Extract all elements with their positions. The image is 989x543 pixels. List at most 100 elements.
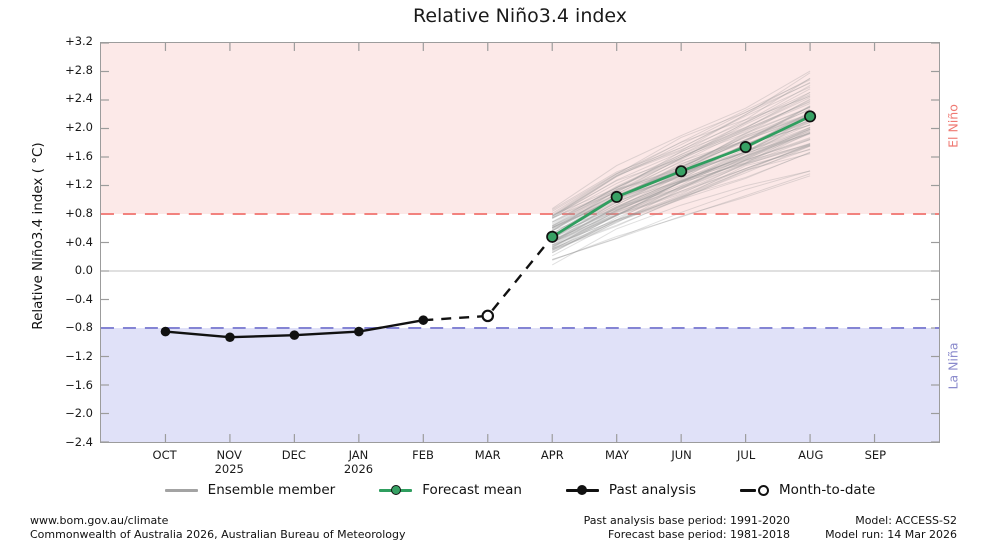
ensemble-member-line [551,99,811,226]
legend-item-month-to-date: Month-to-date [740,482,875,498]
ensemble-member-line [551,70,811,210]
ensemble-member-line [551,143,811,254]
ensemble-member-line [551,93,811,227]
ensemble-member-line [551,100,811,225]
ensemble-member-line [551,144,811,251]
x-tick-year-label: 2026 [343,462,374,476]
y-tick-label: +2.0 [65,119,93,134]
ensemble-member-line [552,145,811,250]
el-nino-band-label: El Niño [945,104,961,148]
past-analysis-base-period: Past analysis base period: 1991-2020 [583,514,790,527]
ensemble-member-line [552,144,811,247]
month-to-date-swatch-icon [740,484,769,496]
forecast-base-period: Forecast base period: 1981-2018 [608,527,790,541]
ensemble-member-line [551,72,811,211]
ensemble-member-line [552,144,811,251]
ensemble-member-line [551,84,811,214]
x-tick-label: FEB [412,448,434,462]
ensemble-member-line [552,173,811,261]
y-tick-label: 0.0 [74,263,93,278]
ensemble-member-line [551,82,811,218]
ensemble-member-line [552,121,811,231]
ensemble-member-line [552,133,811,248]
ensemble-member-line [551,79,811,217]
y-tick-label: −1.6 [65,377,93,392]
ensemble-member-line [552,127,811,242]
x-tick-label: MAY [604,448,629,462]
past-analysis-point [354,326,364,337]
x-tick-label: SEP [864,448,887,462]
ensemble-member-line [551,127,811,244]
ensemble-member-line [551,96,811,223]
model-name: Model: ACCESS-S2 [855,514,957,527]
y-tick-label: +3.2 [65,34,93,48]
legend-item-ensemble: Ensemble member [164,482,336,498]
ensemble-member-line [551,81,811,217]
ensemble-member-line [552,131,811,244]
ensemble-member-line [551,86,811,219]
footer-attribution: www.bom.gov.au/climate Commonwealth of A… [30,514,405,541]
x-tick-label: AUG [798,448,824,462]
y-tick-label: −2.0 [65,406,93,421]
past-analysis-point [418,315,429,325]
ensemble-member-line [552,145,811,248]
forecast-mean-point [546,230,559,243]
y-tick-label: +1.6 [65,148,93,163]
y-tick-label: −0.8 [65,320,93,335]
ensemble-member-line [552,151,811,250]
y-tick-label: −2.4 [65,435,93,449]
la-nina-band [101,328,939,442]
y-tick-label: −1.2 [65,349,93,364]
ensemble-member-line [551,139,811,241]
past-analysis-point [289,330,300,340]
forecast-mean-point [804,110,817,123]
forecast-mean-point [675,165,688,178]
x-tick-label: JAN [348,448,369,462]
ensemble-member-line [552,119,811,236]
ensemble-member-line [551,78,811,216]
ensemble-member-line [552,170,811,260]
ensemble-member-line [552,103,811,223]
ensemble-member-line [552,106,811,231]
ensemble-member-line [552,95,811,219]
ensemble-member-line [551,132,811,246]
legend-label: Ensemble member [207,482,336,498]
ensemble-line-swatch-icon [164,484,198,496]
legend: Ensemble member Forecast mean Past analy… [80,482,960,498]
legend-label: Past analysis [608,482,696,498]
ensemble-member-line [551,128,811,243]
ensemble-member-line [551,152,811,257]
month-to-date-point [481,309,495,323]
ensemble-member-line [552,143,811,246]
ensemble-member-line [551,145,811,254]
legend-label: Month-to-date [779,482,876,498]
x-tick-label: APR [540,448,564,462]
ensemble-member-line [551,105,811,229]
legend-item-past-analysis: Past analysis [565,482,696,498]
ensemble-member-line [551,138,811,248]
forecast-mean-point [610,190,623,203]
x-tick-label: OCT [152,448,177,462]
x-tick-year-label: 2025 [214,462,244,476]
ensemble-member-line [551,142,811,249]
ensemble-member-line [552,98,811,219]
ensemble-member-line [552,137,811,246]
y-tick-label: +2.8 [65,62,93,77]
legend-item-forecast-mean: Forecast mean [379,482,522,498]
ensemble-member-line [552,153,811,251]
x-tick-label: DEC [281,448,306,462]
legend-label: Forecast mean [422,482,522,498]
la-nina-band-label: La Niña [945,342,961,390]
past-analysis-point [225,332,235,343]
ensemble-member-line [552,149,811,253]
plot-area [100,42,940,443]
y-tick-label: +0.4 [65,234,93,249]
ensemble-member-line [551,95,811,218]
ensemble-member-line [551,77,811,212]
ensemble-member-line [552,132,811,240]
model-run-date: Model run: 14 Mar 2026 [825,527,957,541]
ensemble-member-line [552,130,811,244]
ensemble-member-line [551,131,811,242]
past-analysis-point [160,326,171,337]
footer-base-periods: Past analysis base period: 1991-2020 For… [584,514,790,541]
